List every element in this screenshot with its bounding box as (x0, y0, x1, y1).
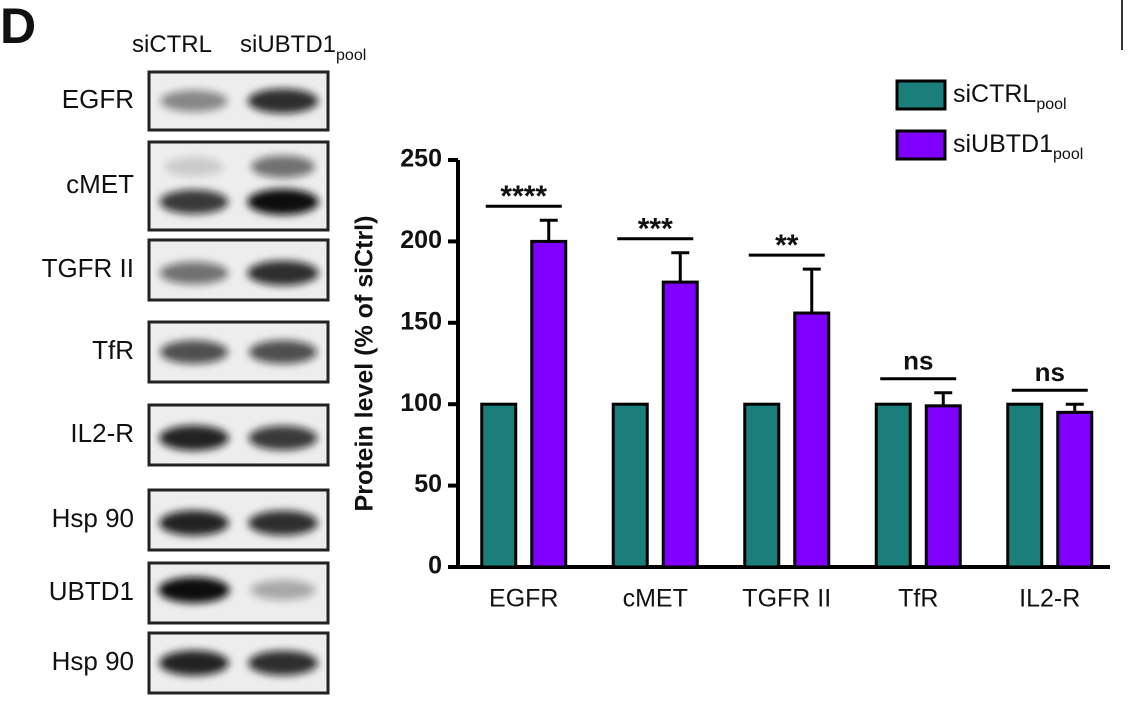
significance-label: **** (500, 180, 547, 213)
blot-band (248, 650, 318, 676)
x-tick-label: EGFR (489, 585, 558, 613)
significance-label: ns (903, 346, 933, 376)
blot-band (251, 155, 315, 178)
bar (924, 404, 962, 569)
blot-row-label: Hsp 90 (52, 503, 134, 533)
x-tick-label: TfR (898, 585, 938, 613)
panel-label: D (0, 0, 36, 54)
blot-row-label: EGFR (62, 84, 134, 114)
significance-label: ** (775, 229, 799, 262)
blot-frame (147, 140, 330, 232)
significance-label: ns (1035, 357, 1065, 387)
blot-row-label: Hsp 90 (52, 646, 134, 676)
blot-band (158, 577, 230, 603)
blot-column-label-subscript: pool (336, 47, 366, 64)
blot-band (160, 90, 228, 112)
blot-column-label-main: siCTRL (132, 31, 212, 58)
blot-band (164, 157, 224, 177)
y-tick-label: 0 (428, 552, 442, 580)
blot-band (248, 425, 318, 451)
blot-band (250, 579, 316, 601)
legend-label-subscript: pool (1053, 146, 1083, 163)
blot-column-label-main: siUBTD1 (240, 31, 336, 58)
y-tick-label: 150 (400, 307, 442, 335)
blot-band (249, 340, 317, 364)
bar (661, 280, 699, 569)
blot-column-label: siCTRL (132, 31, 212, 58)
blot-band (247, 88, 319, 114)
y-tick-label: 250 (400, 145, 442, 173)
significance-label: *** (638, 213, 673, 246)
bar (480, 402, 518, 569)
bar (793, 311, 831, 569)
y-tick-label: 50 (414, 470, 442, 498)
legend-label: siCTRLpool (953, 80, 1067, 114)
error-bar (671, 251, 690, 283)
bar (530, 239, 568, 569)
blot-row-label: UBTD1 (49, 576, 134, 606)
y-tick-label: 200 (400, 226, 442, 254)
legend-label-subscript: pool (1036, 96, 1066, 113)
legend-swatch (895, 129, 947, 161)
error-bar (539, 218, 558, 242)
legend-label-main: siCTRL (953, 80, 1036, 108)
legend-swatch (895, 79, 947, 111)
blot-column-label: siUBTD1pool (240, 31, 366, 64)
blot-band (159, 261, 229, 285)
blot-row-label: TfR (92, 335, 134, 365)
legend-label-main: siUBTD1 (953, 130, 1053, 158)
x-tick-label: TGFR II (742, 585, 831, 613)
blot-band (248, 510, 318, 536)
y-tick-label: 100 (400, 389, 442, 417)
blot-band (247, 188, 319, 215)
blot-row-label: IL2-R (70, 418, 134, 448)
error-bar (802, 267, 821, 314)
blot-row-label: cMET (66, 169, 134, 199)
x-tick-label: cMET (623, 585, 688, 613)
x-tick-label: IL2-R (1019, 585, 1080, 613)
legend-label: siUBTD1pool (953, 130, 1083, 164)
blot-band (159, 189, 229, 215)
blot-row-label: TGFR II (42, 253, 134, 283)
y-axis-label: Protein level (% of siCtrl) (351, 216, 379, 512)
error-bar (934, 391, 953, 406)
blot-band (159, 510, 229, 536)
bar (1006, 402, 1044, 569)
bar (611, 402, 649, 569)
blot-band (160, 340, 228, 364)
bar (1056, 410, 1094, 569)
blot-band (159, 650, 229, 676)
bar (743, 402, 781, 569)
blot-band (159, 425, 229, 451)
bar (874, 402, 912, 569)
blot-band (247, 260, 319, 286)
